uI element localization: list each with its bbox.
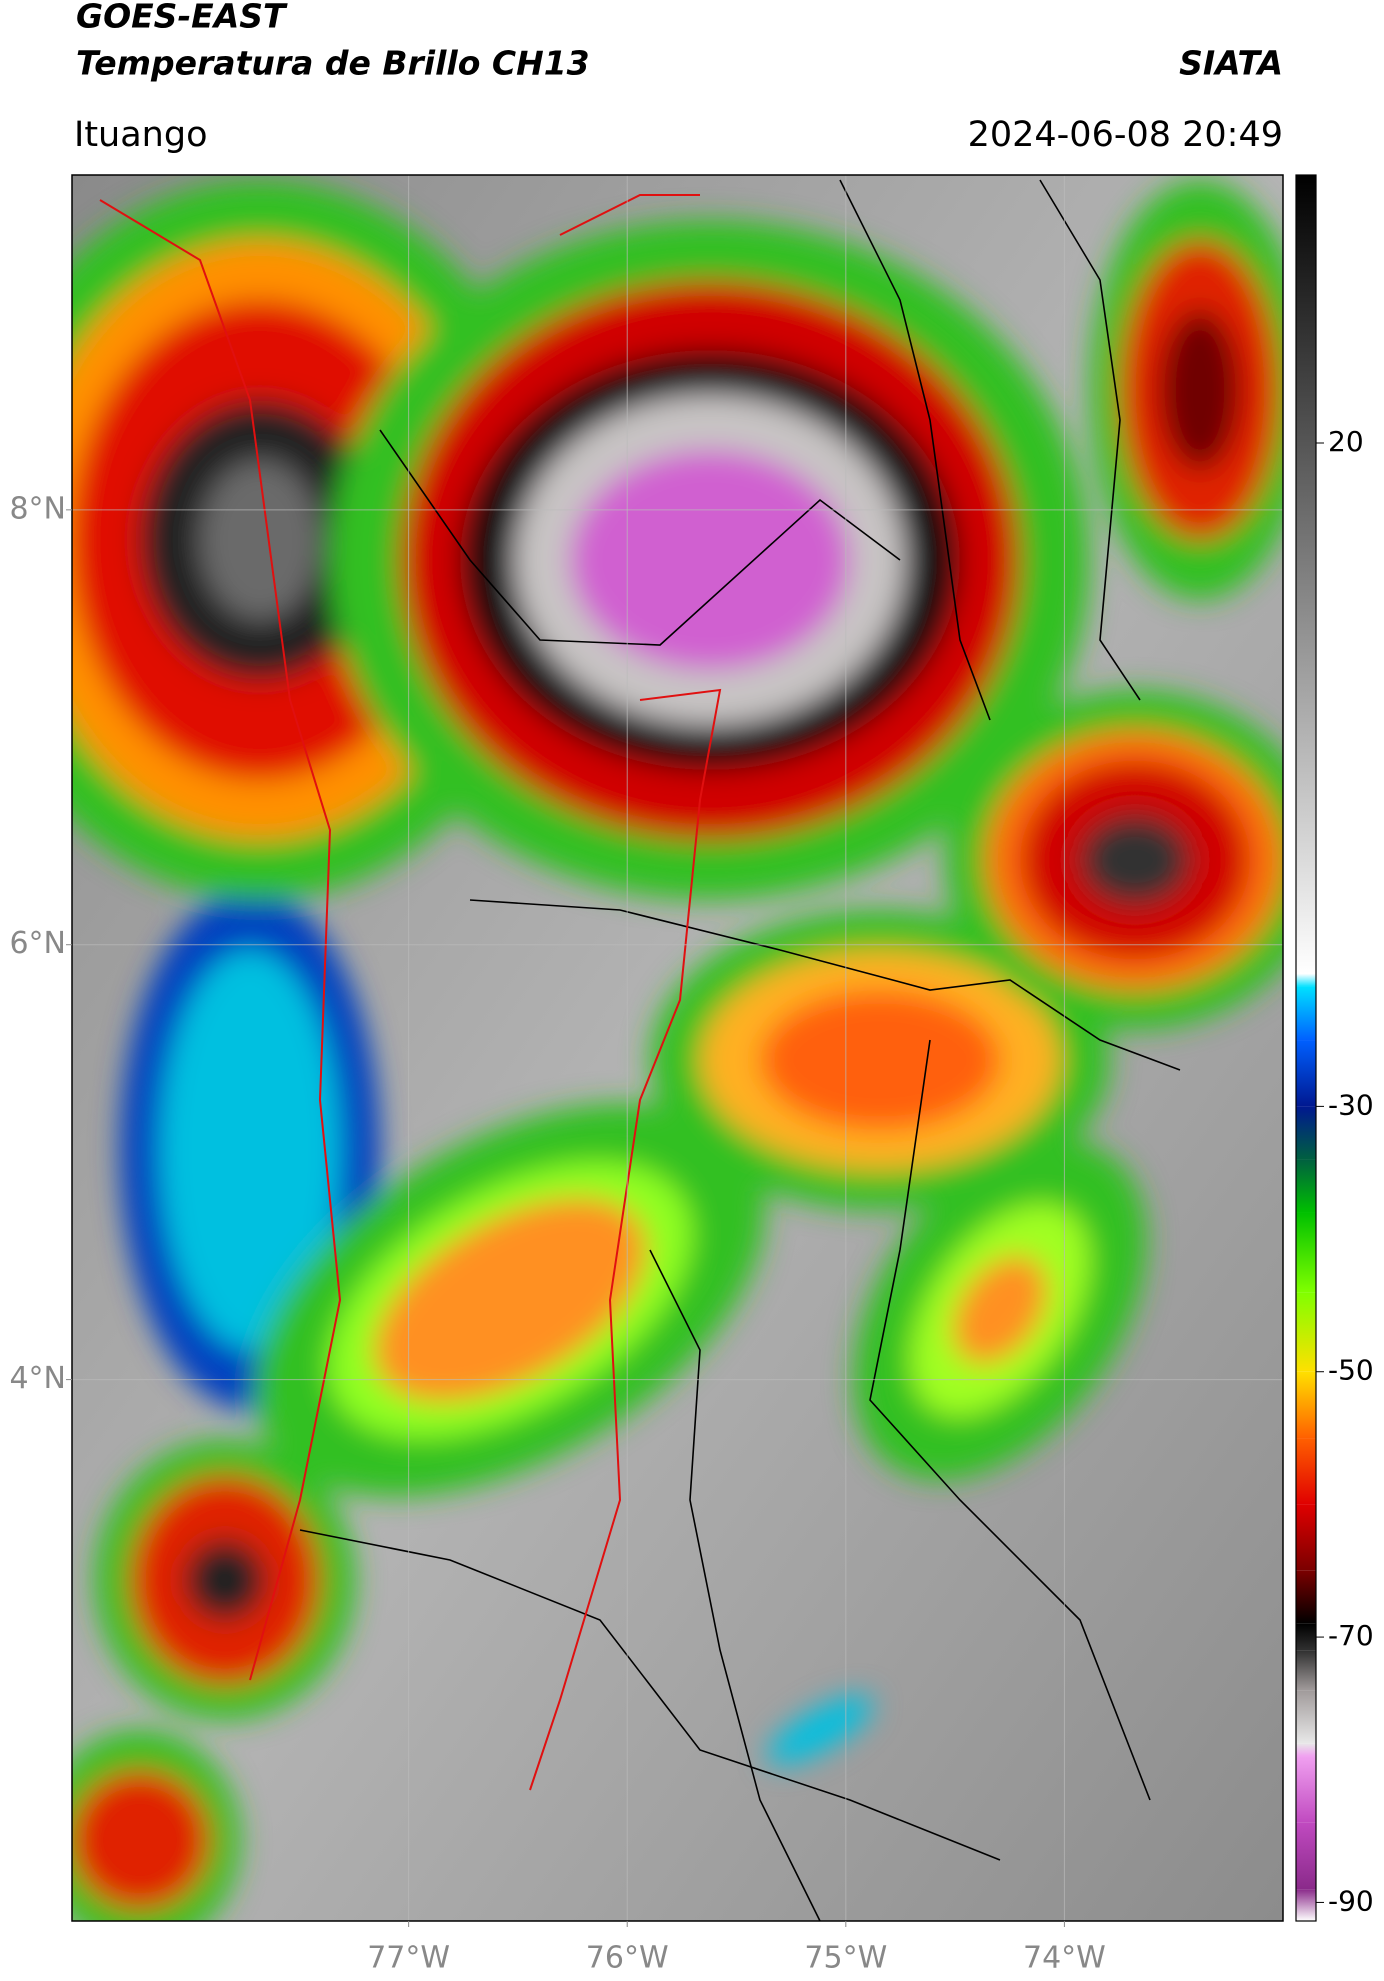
title: GOES-EAST [76,0,288,36]
x-tick-label: 74°W [1023,1941,1106,1976]
region-borders [99,194,722,1791]
colorbar-tick-label: 20 [1328,425,1364,458]
colorbar-segment [1296,1371,1316,1439]
x-tick-label: 77°W [367,1941,450,1976]
colorbar: 20 -30 -50 -70 -90 [1296,175,1374,1921]
borders [299,179,1181,1921]
x-tick-label: 75°W [804,1941,887,1976]
border [1039,179,1141,701]
y-tick-label: 6°N [9,926,66,961]
colorbar-tick-label: -70 [1328,1619,1374,1652]
y-tick-label: 8°N [9,491,66,526]
colorbar-segment [1296,1438,1316,1505]
cloud-top [72,1770,210,1910]
colorbar-segment [1296,1756,1316,1823]
subtitle: Temperatura de Brillo CH13 [76,44,590,83]
cloud-top [200,460,320,620]
border [869,1039,1151,1801]
department-border [559,194,700,236]
cloud-top [185,1540,265,1620]
colorbar-tick-label: -50 [1328,1354,1374,1387]
cloud-top [374,1197,646,1403]
colorbar-segment [1296,1650,1316,1691]
colorbar-segment [1296,1690,1316,1744]
location: Ituango [74,115,208,155]
colorbar-segment [1296,1159,1316,1213]
border [839,179,991,721]
cloud-top [1080,815,1190,905]
colorbar-frame [1295,174,1317,1922]
cloud-top [160,950,340,1350]
colorbar-segment [1296,1623,1316,1651]
colorbar-segment [1296,1212,1316,1293]
cloud-top [767,1695,873,1765]
datetime: 2024-06-08 20:49 [968,115,1283,155]
border [469,899,1181,1071]
colorbar-tick-label: -30 [1328,1088,1374,1121]
colorbar-segment [1296,1292,1316,1372]
colorbar-tick-label: -90 [1328,1884,1374,1917]
colorbar-segment [1296,986,1316,1041]
x-tick-label: 76°W [586,1941,669,1976]
y-tick-label: 4°N [9,1361,66,1396]
axis-labels: 77°W 76°W 75°W 74°W 8°N 6°N 4°N [9,491,1105,1975]
colorbar-segment [1296,1743,1316,1757]
colorbar-segment [1296,175,1316,974]
cloud-top [570,450,850,670]
colorbar-segment [1296,1106,1316,1160]
graticule [72,175,1283,1921]
colorbar-segment [1296,1570,1316,1624]
coastline [99,199,342,1681]
colorbar-segment [1296,973,1316,987]
colorbar-segment [1296,1889,1316,1921]
border [299,1529,1001,1861]
colorbar-segment [1296,1504,1316,1571]
map [72,175,1283,1921]
border [649,1249,821,1921]
map-frame [71,174,1284,1922]
colorbar-segment [1296,1040,1316,1107]
organization: SIATA [1179,44,1283,83]
colorbar-segment [1296,1822,1316,1890]
department-border [529,688,722,1791]
cloud-top [760,990,1000,1130]
cloud-top [952,1255,1048,1365]
cloud-top [1160,310,1240,470]
